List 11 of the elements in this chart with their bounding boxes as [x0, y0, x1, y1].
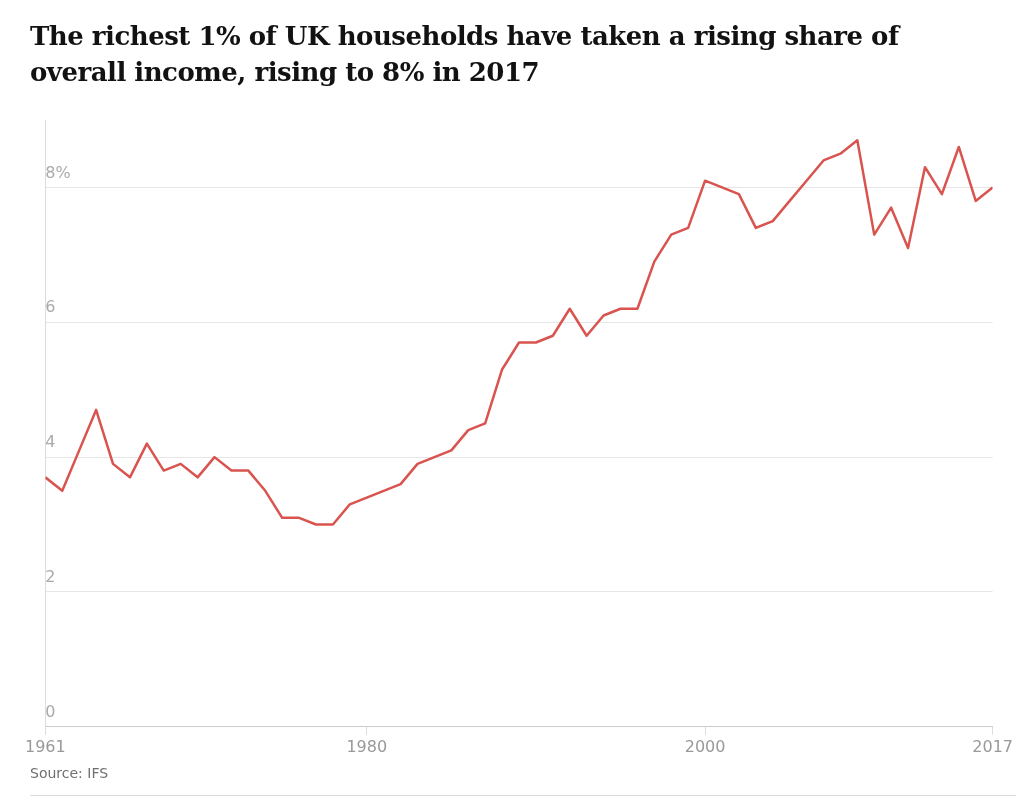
y-tick-label: 8% [45, 162, 71, 182]
source-note: Source: IFS [30, 765, 109, 781]
y-tick-label: 2 [45, 567, 56, 587]
x-tick-label: 2000 [684, 736, 726, 756]
chart-title: The richest 1% of UK households have taken a rising share of overall income, rising to 8% in 2017 [30, 20, 902, 89]
x-tick-label: 1980 [346, 736, 388, 756]
x-tick-label: 1961 [25, 736, 66, 756]
y-tick-label: 4 [45, 432, 56, 452]
x-tick-label: 2017 [972, 736, 1013, 756]
y-tick-label: 0 [45, 701, 56, 721]
y-tick-label: 6 [45, 297, 56, 317]
